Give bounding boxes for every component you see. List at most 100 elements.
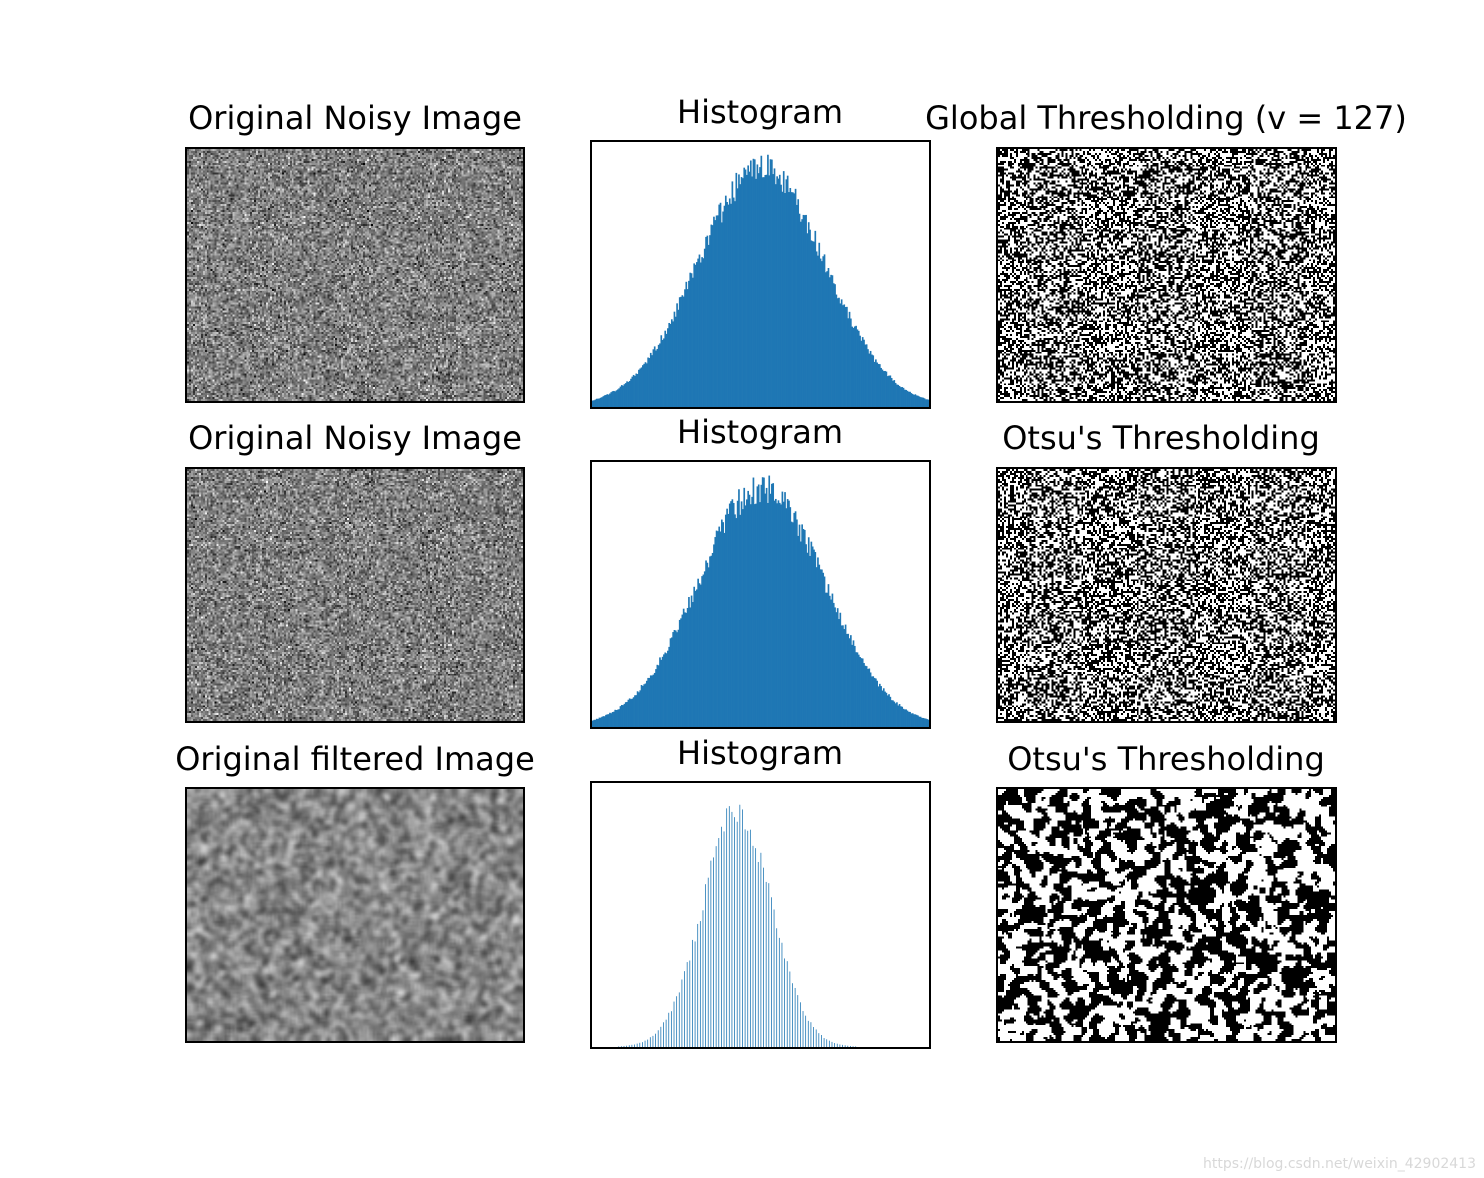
histogram-bar (657, 1030, 659, 1047)
histogram-bar (644, 362, 647, 407)
histogram-bar (876, 680, 879, 727)
histogram-bar (855, 325, 857, 407)
histogram-bar (606, 714, 609, 727)
histogram-bar (893, 701, 896, 727)
histogram-bar (927, 719, 929, 727)
histogram-bar (647, 1039, 649, 1047)
histogram-bar (652, 349, 655, 407)
histogram-bar (889, 375, 892, 407)
histogram-bar (823, 576, 826, 727)
histogram-bar (772, 174, 775, 407)
histogram-bar (680, 618, 682, 727)
histogram-bar (919, 716, 922, 727)
histogram-bar (730, 203, 732, 407)
histogram-bar (631, 698, 634, 727)
histogram-bar (707, 567, 710, 727)
histogram-bar (797, 995, 799, 1047)
histogram-bar (922, 717, 925, 727)
histogram-bar (685, 612, 688, 727)
histogram-bar (782, 501, 785, 727)
histogram-bar (822, 256, 825, 407)
histogram-bar (788, 192, 790, 407)
histogram-bar (911, 713, 914, 727)
histogram-bar (603, 716, 606, 727)
histogram-bar (665, 333, 668, 407)
histogram-bar (611, 391, 614, 407)
row1-noisy-image (185, 147, 525, 403)
histogram-bar (755, 178, 757, 407)
row2-hist-title: Histogram (677, 413, 843, 451)
histogram-bar (607, 714, 610, 727)
histogram-bar (906, 710, 909, 727)
histogram-bar (644, 1040, 646, 1047)
histogram-bar (802, 1011, 804, 1047)
histogram-bar (918, 716, 921, 727)
histogram-bar (692, 939, 693, 1047)
histogram-bar (778, 937, 780, 1047)
histogram-bar (917, 715, 919, 727)
histogram-bar (648, 677, 651, 727)
histogram-bar (610, 713, 613, 727)
histogram-bar (886, 695, 889, 727)
histogram-bar (757, 173, 760, 407)
histogram-bar (605, 714, 607, 727)
histogram-bar (789, 188, 792, 407)
row3-threshold-image (996, 787, 1337, 1043)
histogram-bar (810, 1022, 812, 1047)
histogram-bar (768, 475, 771, 727)
histogram-bar (599, 717, 602, 727)
histogram-bar (718, 838, 720, 1047)
histogram-bar (685, 281, 688, 407)
histogram-bar (669, 323, 672, 407)
histogram-bar (852, 327, 855, 407)
histogram-bar (740, 501, 743, 727)
histogram-bar (917, 395, 919, 407)
histogram-bar (761, 177, 764, 407)
histogram-bar (682, 296, 685, 407)
histogram-bar (760, 155, 763, 407)
histogram-bar (765, 487, 768, 727)
histogram-bar (763, 177, 765, 407)
histogram-bar (628, 1045, 630, 1047)
histogram-bar (667, 650, 669, 727)
row3-thresh-title: Otsu's Thresholding (1007, 740, 1325, 778)
histogram-bar (735, 518, 738, 727)
histogram-bar (926, 399, 929, 407)
histogram-bar (818, 564, 821, 727)
histogram-bar (799, 1002, 801, 1047)
histogram-bar (913, 714, 915, 727)
histogram-bar (717, 215, 719, 407)
histogram-bar (923, 718, 926, 727)
histogram-bar (851, 326, 853, 407)
histogram-bar (723, 532, 726, 727)
histogram-bar (875, 678, 877, 727)
histogram-bar (852, 640, 855, 727)
histogram-bar (810, 541, 813, 727)
histogram-bar (715, 846, 717, 1047)
histogram-bar (856, 652, 859, 727)
histogram-bar (628, 698, 631, 727)
histogram-bar (601, 716, 603, 727)
histogram-bar (593, 400, 595, 407)
histogram-bar (636, 1043, 638, 1047)
histogram-bar (914, 394, 917, 407)
histogram-bar (697, 578, 699, 727)
histogram-bar (638, 369, 640, 407)
histogram-bar (790, 192, 793, 407)
histogram-bar (732, 502, 735, 727)
histogram-bar (734, 201, 736, 407)
histogram-bar (818, 1033, 820, 1047)
histogram-bar (826, 592, 828, 727)
histogram-bar (639, 690, 642, 727)
histogram-bar (863, 663, 865, 727)
histogram-bar (639, 368, 642, 407)
histogram-bar (642, 685, 644, 727)
histogram-bar (619, 386, 622, 407)
histogram-bar (898, 386, 901, 407)
histogram-bar (697, 923, 699, 1047)
histogram-bar (631, 376, 634, 407)
histogram-bar (738, 174, 740, 407)
histogram-bar (835, 612, 838, 727)
histogram-bar (756, 164, 759, 407)
histogram-bar (755, 848, 757, 1047)
